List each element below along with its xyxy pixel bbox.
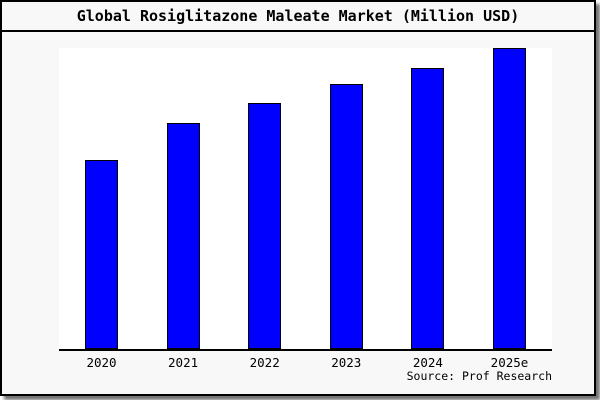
bar-2024: [411, 68, 445, 349]
title-separator-line: [2, 30, 594, 32]
bar-2023: [329, 84, 363, 349]
chart-title: Global Rosiglitazone Maleate Market (Mil…: [76, 7, 520, 25]
bar-2021: [166, 123, 200, 349]
plot-area: [59, 48, 552, 351]
bar-2020: [85, 160, 118, 349]
x-tick-label-2022: 2022: [249, 355, 280, 370]
x-tick-label-2025e: 2025e: [490, 355, 529, 370]
x-tick-label-2021: 2021: [168, 355, 199, 370]
x-tick-label-2023: 2023: [331, 355, 362, 370]
source-note: Source: Prof Research: [406, 369, 552, 383]
x-tick-label-2020: 2020: [86, 355, 117, 370]
bar-2025e: [493, 48, 526, 349]
x-tick-label-2024: 2024: [412, 355, 443, 370]
bar-2022: [248, 103, 282, 349]
